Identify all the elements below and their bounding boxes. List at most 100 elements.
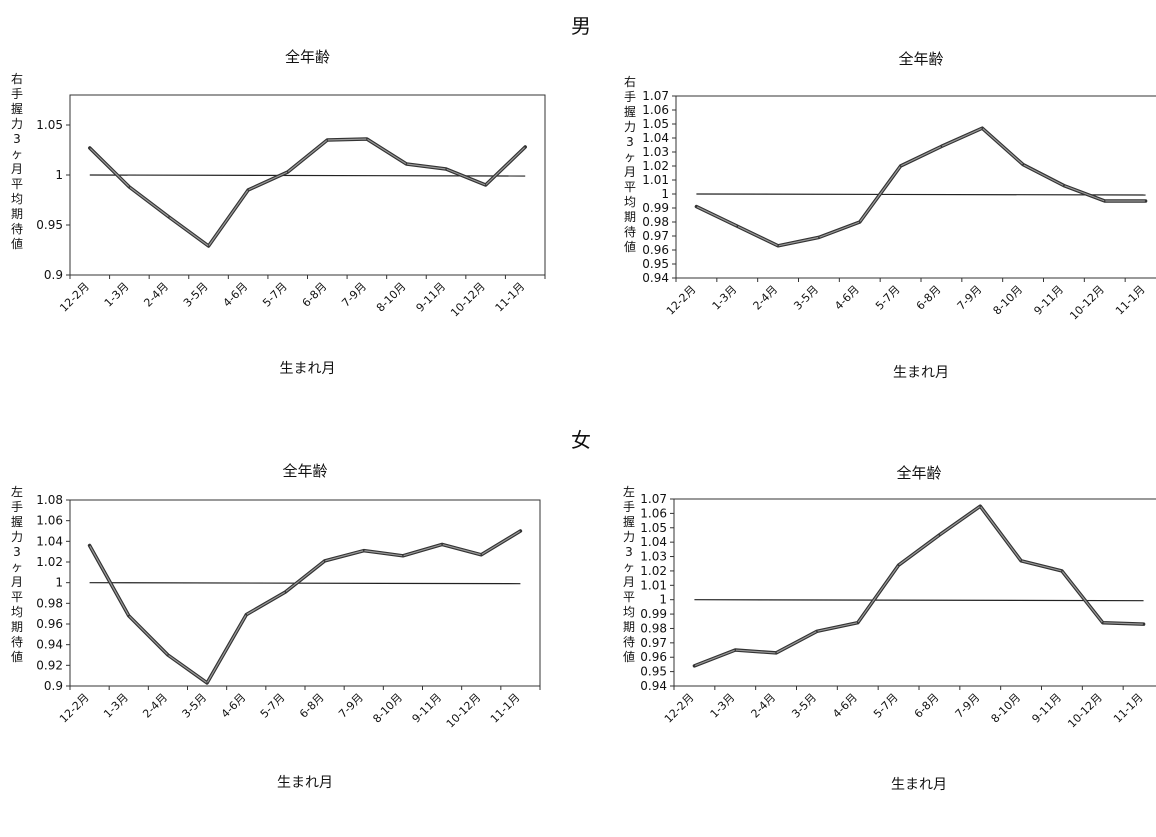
data-point	[1022, 163, 1024, 166]
y-tick-label: 0.98	[642, 215, 669, 229]
data-point	[127, 614, 130, 617]
data-point	[286, 171, 289, 173]
data-point	[856, 621, 859, 624]
data-point	[362, 549, 365, 552]
reference-line	[89, 582, 521, 585]
x-tick-label: 5-7月	[260, 280, 290, 310]
y-tick-label: 1.03	[642, 145, 669, 159]
x-tick-label: 11-1月	[493, 280, 528, 315]
data-point	[1142, 623, 1145, 625]
x-tick-label: 1-3月	[102, 280, 132, 310]
y-tick-label: 1.03	[640, 550, 667, 564]
data-point	[818, 236, 820, 239]
y-tick-label: 1.02	[642, 159, 669, 173]
chart-male-left: 全年齢 右手握力3ヶ月平均期待値 生まれ月 0.9 0.95 1 1.05 12-2月 1…	[0, 40, 578, 425]
plot-frame	[69, 94, 546, 276]
section-title-male: 男	[571, 14, 591, 38]
data-point	[484, 184, 487, 186]
reference-line	[696, 193, 1146, 196]
x-tick-label: 4-6月	[830, 691, 860, 721]
data-point	[366, 138, 368, 140]
data-point	[1103, 200, 1106, 202]
data-point	[88, 147, 91, 149]
series-line-highlight	[89, 138, 526, 247]
y-tick-label: 0.96	[36, 617, 63, 631]
y-axis-label: 左手握力3ヶ月平均期待値	[10, 485, 23, 664]
chart-plot-svg: 0.9 0.92 0.94 0.96 0.98 1 1.02 1.04 1.06 1.08 12-2…	[36, 493, 541, 731]
x-tick-label: 5-7月	[873, 283, 903, 313]
plot-frame	[673, 498, 1156, 687]
y-tick-label: 1.07	[640, 492, 667, 506]
y-tick-label: 0.99	[642, 201, 669, 215]
x-tick-label: 1-3月	[708, 691, 738, 721]
series-line-highlight	[694, 505, 1144, 667]
x-tick-label: 4-6月	[221, 280, 251, 310]
data-point	[816, 630, 818, 633]
x-tick-label: 12-2月	[664, 283, 699, 318]
section-title-female: 女	[571, 428, 591, 452]
x-tick-label: 12-2月	[57, 280, 92, 315]
plot-frame	[675, 95, 1156, 279]
reference-line	[694, 599, 1144, 602]
y-tick-label: 1.04	[36, 534, 63, 548]
y-tick-label: 0.95	[642, 257, 669, 271]
data-point	[979, 505, 982, 507]
x-tick-label: 1-3月	[101, 691, 131, 721]
data-point	[736, 225, 739, 227]
x-tick-label: 3-5月	[791, 283, 821, 313]
data-point	[207, 245, 210, 247]
y-tick-label: 0.9	[44, 679, 63, 693]
chart-plot-svg: 0.9 0.95 1 1.05 12-2月 1-3月 2-4月 3-5月 4-6月 5-7月 6-8…	[36, 94, 546, 320]
chart-title: 全年齢	[282, 462, 328, 480]
data-point	[1101, 621, 1104, 624]
series-line	[692, 504, 1146, 668]
x-tick-label: 6-8月	[297, 691, 327, 721]
y-tick-label: 1.04	[642, 131, 669, 145]
y-tick-label: 0.96	[642, 243, 669, 257]
data-point	[734, 649, 737, 651]
x-tick-label: 7-9月	[339, 280, 369, 310]
data-point	[897, 564, 900, 566]
series-line	[88, 137, 527, 248]
y-tick-label: 1.06	[36, 514, 63, 528]
y-tick-label: 1.04	[640, 535, 667, 549]
y-tick-label: 0.96	[640, 650, 667, 664]
y-tick-label: 1.07	[642, 89, 669, 103]
chart-male-right: 全年齢 右手握力3ヶ月平均期待値 生まれ月 0.94 0.95 0.96 0.97 0.…	[578, 40, 1156, 425]
data-point	[168, 216, 170, 218]
data-point	[323, 560, 326, 562]
data-point	[245, 613, 248, 616]
y-tick-label: 1.05	[642, 117, 669, 131]
reference-line	[89, 174, 526, 177]
data-point	[445, 168, 447, 170]
data-point	[1144, 200, 1147, 202]
x-tick-label: 9-11月	[1029, 691, 1064, 726]
x-tick-label: 2-4月	[140, 691, 170, 721]
data-point	[981, 127, 984, 129]
data-point	[247, 189, 249, 191]
y-tick-label: 1	[659, 593, 667, 607]
x-tick-label: 8-10月	[991, 283, 1026, 318]
y-tick-label: 0.92	[36, 658, 63, 672]
chart-plot-svg: 0.940.950.960.970.980.9911.011.021.031.0…	[640, 492, 1156, 731]
y-tick-label: 0.95	[36, 218, 63, 232]
x-tick-label: 9-11月	[414, 280, 449, 315]
series-line-highlight	[696, 127, 1146, 247]
chart-female-left: 全年齢 左手握力3ヶ月平均期待値 生まれ月 0.9 0.92 0.94 0.96 0.9…	[0, 452, 578, 837]
data-point	[938, 534, 941, 536]
x-tick-label: 7-9月	[955, 283, 985, 313]
y-tick-label: 0.94	[36, 638, 63, 652]
data-point	[167, 654, 169, 656]
x-tick-label: 11-1月	[488, 691, 523, 726]
y-tick-label: 1	[55, 168, 63, 182]
y-tick-label: 0.9	[44, 268, 63, 282]
data-point	[1063, 184, 1065, 187]
data-point	[480, 553, 483, 556]
series-line-highlight	[89, 530, 521, 684]
series-line	[87, 529, 523, 685]
y-tick-label: 0.98	[640, 621, 667, 635]
chart-female-right: 全年齢 左手握力3ヶ月平均期待値 生まれ月 0.94 0.95 0.96 0.97 0.…	[578, 452, 1156, 837]
x-tick-label: 12-2月	[57, 691, 92, 726]
y-axis-label: 左手握力3ヶ月平均期待値	[622, 485, 635, 664]
plot-frame	[69, 499, 541, 687]
